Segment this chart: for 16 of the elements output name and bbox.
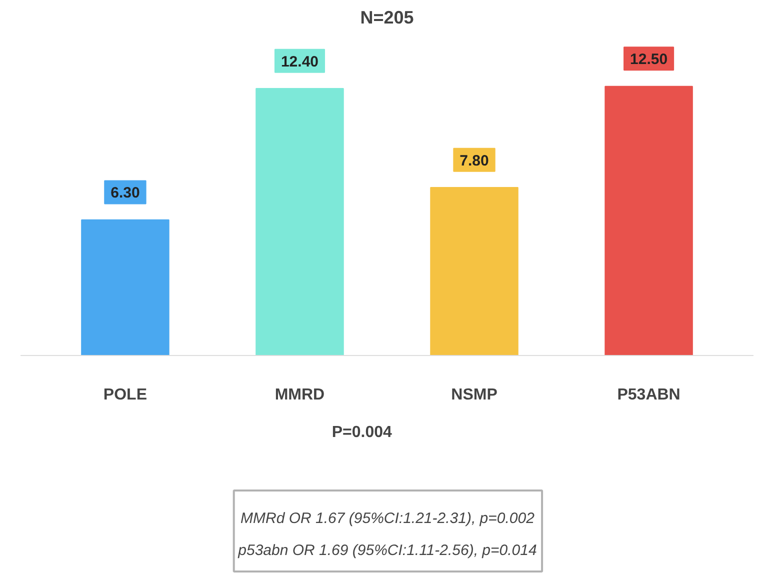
data-label: 12.50 — [630, 51, 668, 68]
text: MMRd OR 1.67 (95%CI:1.21-2.31), p=0.002 — [240, 510, 536, 527]
text: P=0.004 — [332, 424, 392, 441]
data-label: 6.30 — [110, 184, 140, 202]
x-tick-label: P53ABN — [617, 386, 680, 404]
bar — [81, 219, 170, 356]
chart-title: N=205 — [360, 8, 414, 28]
x-tick-label: MMRD — [274, 386, 325, 404]
x-tick-label: NSMP — [451, 386, 498, 404]
bar — [430, 187, 518, 356]
data-label: 7.80 — [460, 152, 489, 170]
bar — [256, 88, 344, 356]
x-tick-label: POLE — [103, 386, 148, 404]
data-label: 12.40 — [280, 53, 319, 70]
bar — [604, 86, 693, 356]
text: p53abn OR 1.69 (95%CI:1.11-2.56), p=0.014 — [237, 542, 537, 559]
